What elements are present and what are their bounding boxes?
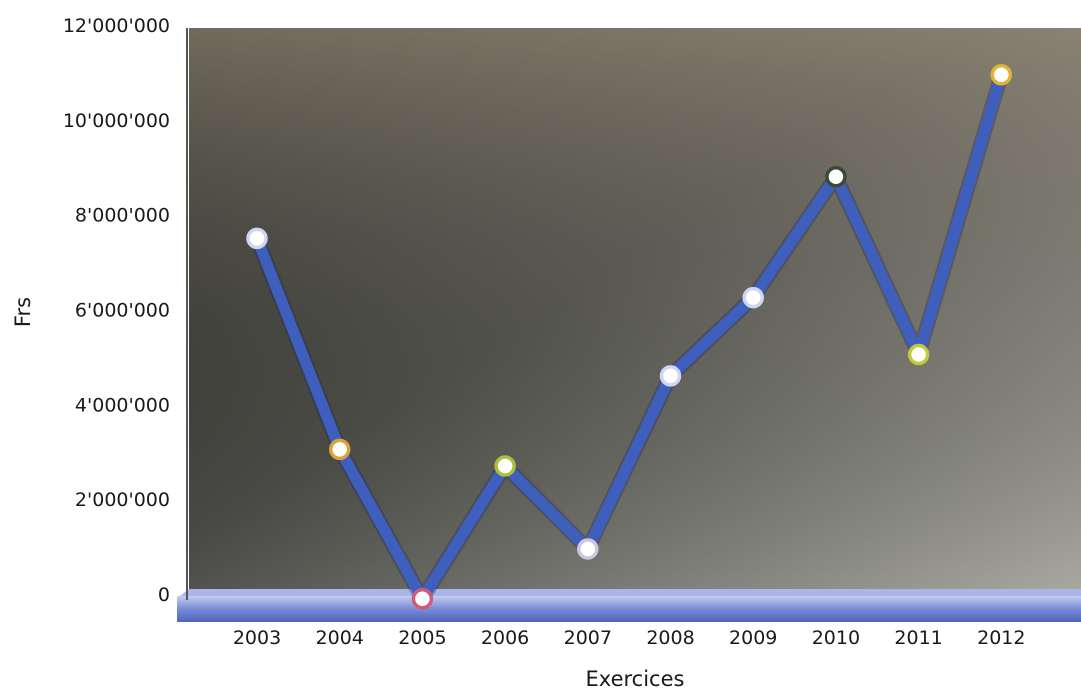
x-tick-label: 2003 xyxy=(233,627,281,649)
data-point-2007 xyxy=(579,540,597,558)
x-tick-label: 2004 xyxy=(316,627,364,649)
x-tick-label: 2007 xyxy=(564,627,612,649)
x-axis-title: Exercices xyxy=(586,667,685,691)
data-point-2006 xyxy=(496,457,514,475)
floor-bar xyxy=(177,596,1081,622)
data-point-2008 xyxy=(662,367,680,385)
y-tick-label: 10'000'000 xyxy=(63,110,170,132)
data-point-2010 xyxy=(827,168,845,186)
y-axis-title: Frs xyxy=(11,297,35,327)
y-tick-label: 6'000'000 xyxy=(75,300,170,322)
data-point-2009 xyxy=(744,289,762,307)
data-point-2011 xyxy=(910,346,928,364)
axis-floor xyxy=(177,589,1081,622)
y-tick-label: 12'000'000 xyxy=(63,15,170,37)
plot-background-sheen xyxy=(189,28,1081,594)
x-tick-label: 2009 xyxy=(729,627,777,649)
x-tick-label: 2005 xyxy=(398,627,446,649)
x-tick-label: 2012 xyxy=(977,627,1025,649)
x-tick-label: 2008 xyxy=(646,627,694,649)
floor-top-face xyxy=(180,589,1081,596)
y-tick-label: 0 xyxy=(158,584,170,606)
x-tick-label: 2006 xyxy=(481,627,529,649)
data-point-2005 xyxy=(413,590,431,608)
data-point-2004 xyxy=(331,440,349,458)
y-tick-label: 2'000'000 xyxy=(75,489,170,511)
data-point-2003 xyxy=(248,229,266,247)
x-axis-ticks: 2003 2004 2005 2006 2007 2008 2009 2010 2011 2012 xyxy=(233,627,1026,649)
x-tick-label: 2010 xyxy=(812,627,860,649)
plot-area xyxy=(189,28,1081,594)
x-tick-label: 2011 xyxy=(894,627,942,649)
y-axis-ticks: 0 2'000'000 4'000'000 6'000'000 8'000'000 10'… xyxy=(63,15,170,606)
data-point-2012 xyxy=(992,66,1010,84)
y-tick-label: 4'000'000 xyxy=(75,394,170,416)
y-tick-label: 8'000'000 xyxy=(75,205,170,227)
